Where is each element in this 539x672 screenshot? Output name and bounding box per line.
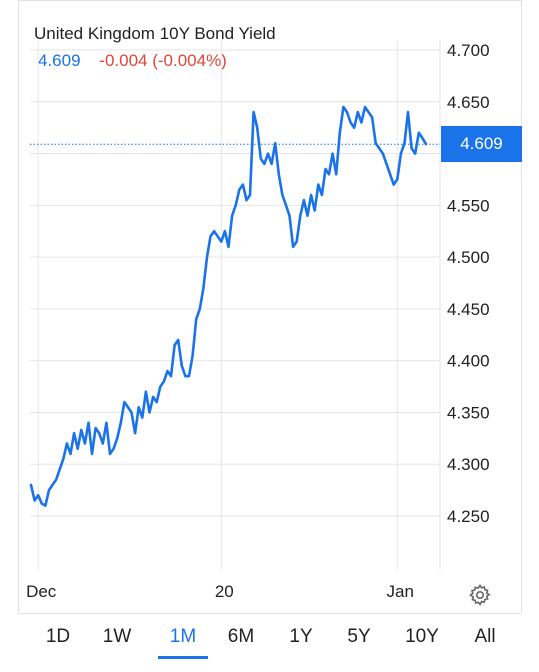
y-tick-label: 4.350 — [447, 403, 490, 422]
tab-10y[interactable]: 10Y — [405, 626, 439, 647]
chart-title: United Kingdom 10Y Bond Yield — [34, 24, 276, 43]
tab-1y[interactable]: 1Y — [289, 626, 313, 647]
y-tick-label: 4.500 — [447, 248, 490, 267]
tab-1m[interactable]: 1M — [156, 614, 210, 660]
price-change: -0.004 (-0.004%) — [99, 51, 227, 70]
y-tick-label: 4.550 — [447, 196, 490, 215]
x-tick-label: Dec — [26, 582, 57, 601]
y-tick-label: 4.650 — [447, 93, 490, 112]
y-tick-label: 4.250 — [447, 507, 490, 526]
series-line — [29, 105, 428, 507]
chart-frame — [18, 0, 522, 612]
y-tick-label: 4.450 — [447, 300, 490, 319]
tab-1w[interactable]: 1W — [102, 626, 132, 647]
tab-all[interactable]: All — [474, 626, 496, 647]
gear-icon[interactable] — [468, 583, 492, 607]
x-tick-label: Jan — [387, 582, 414, 601]
y-tick-label: 4.300 — [447, 455, 490, 474]
range-tabs: 1D 1W 1M 6M 1Y 5Y 10Y All — [18, 613, 522, 660]
tab-6m[interactable]: 6M — [227, 626, 255, 647]
tab-1d[interactable]: 1D — [45, 626, 71, 647]
yield-chart[interactable]: 4.7004.6504.6004.5504.5004.4504.4004.350… — [0, 0, 539, 612]
current-value-badge: 4.609 — [441, 126, 522, 163]
x-tick-label: 20 — [215, 582, 234, 601]
quote-row: 4.609 -0.004 (-0.004%) — [38, 51, 227, 71]
tab-5y[interactable]: 5Y — [347, 626, 371, 647]
last-price: 4.609 — [38, 51, 81, 70]
y-tick-label: 4.700 — [447, 41, 490, 60]
y-tick-label: 4.400 — [447, 352, 490, 371]
